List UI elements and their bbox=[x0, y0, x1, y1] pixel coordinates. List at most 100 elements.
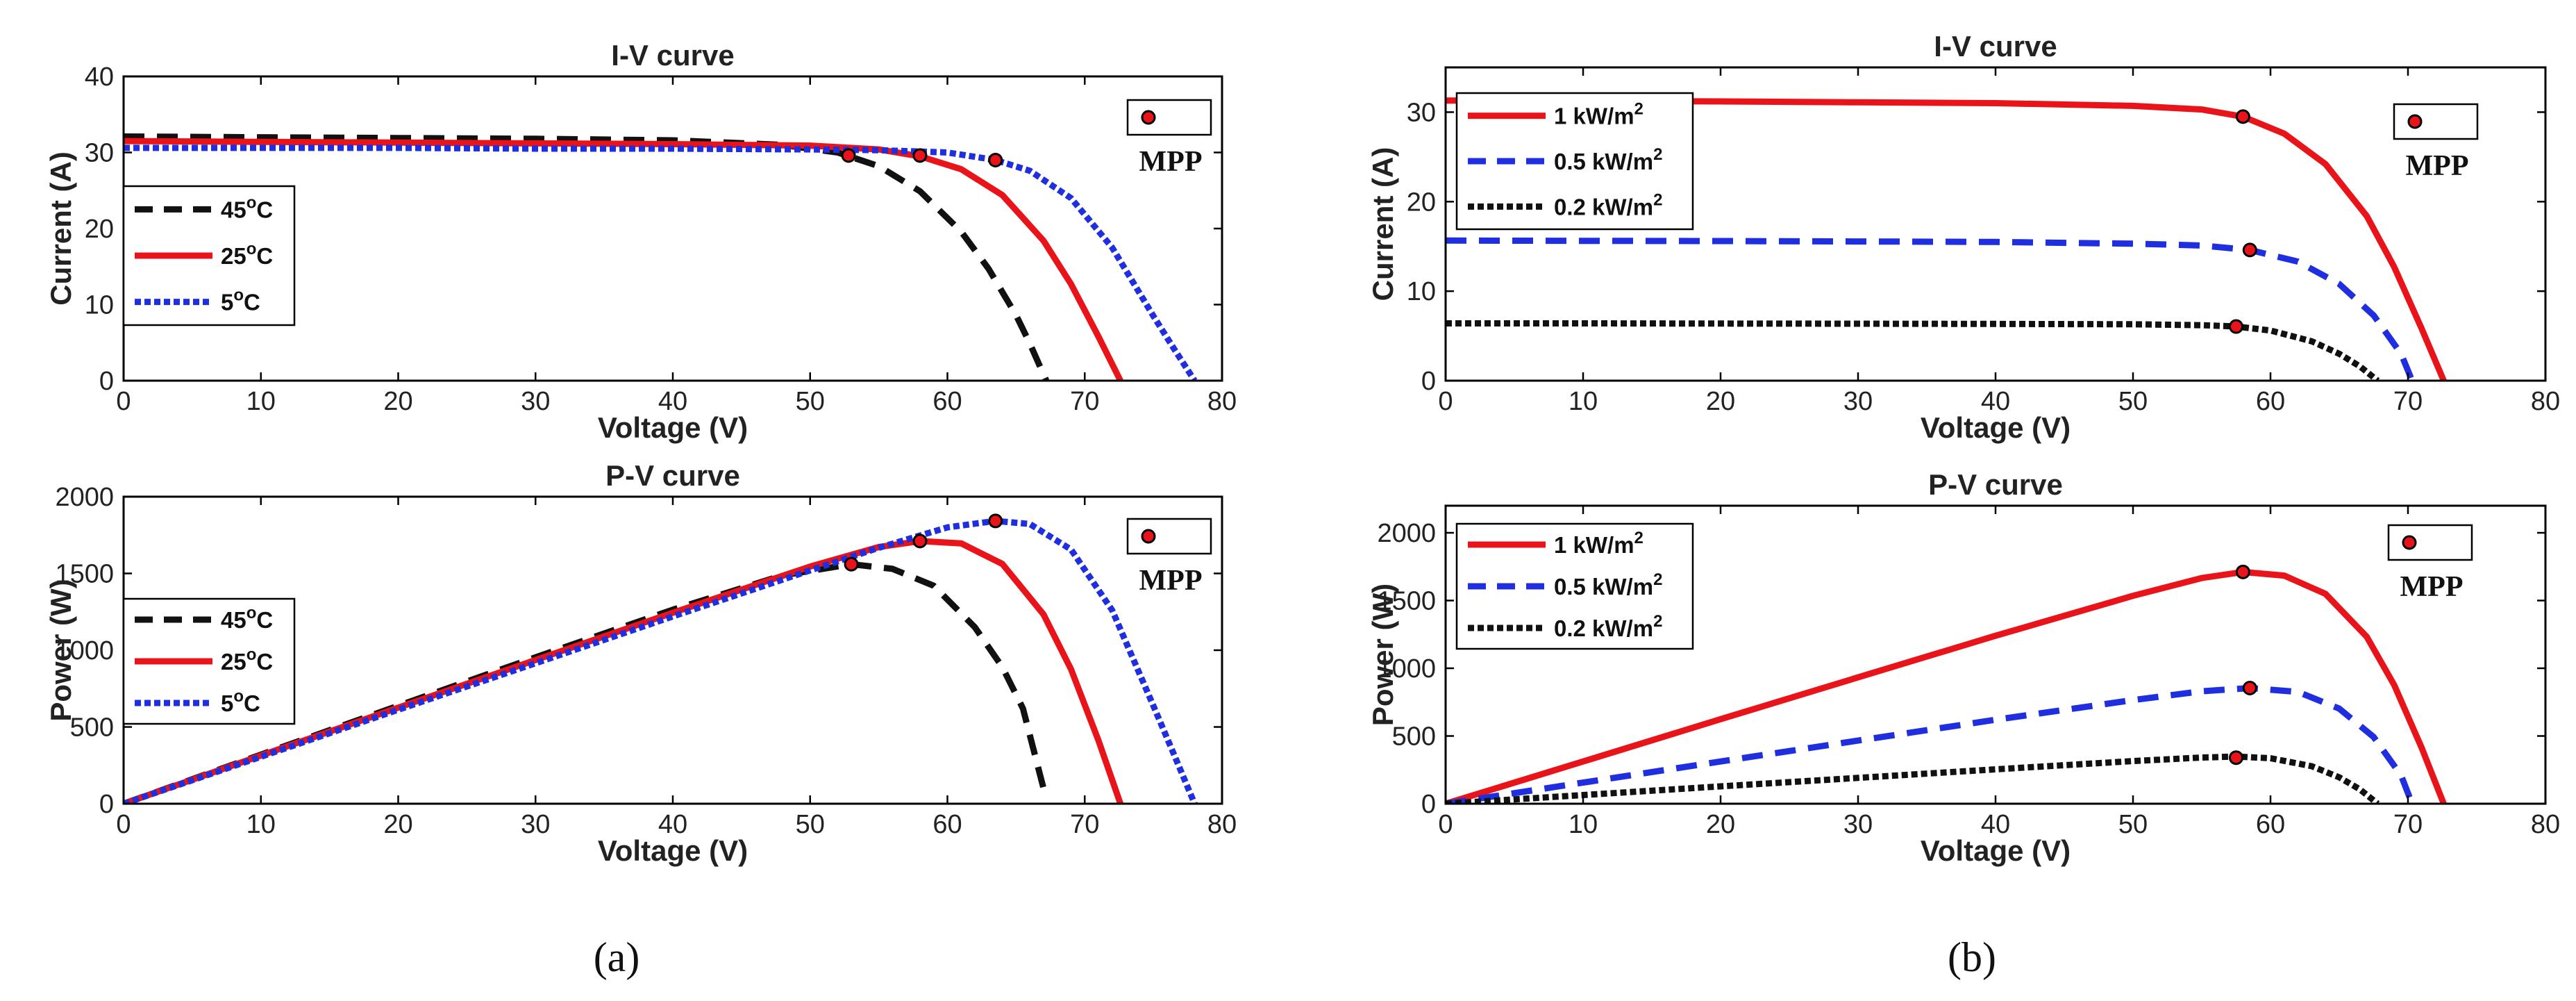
plot-area bbox=[124, 76, 1222, 381]
series-line-0 bbox=[1446, 568, 2447, 804]
legend-label-sup: o bbox=[246, 193, 257, 212]
x-tick-label: 60 bbox=[932, 387, 962, 416]
legend-label-sup: 2 bbox=[1634, 100, 1644, 119]
mpp-point-1 bbox=[912, 533, 928, 549]
chart-b-pv: 0 10 20 30 40 50 60 70 80 0 500 1000 1500 2000 P-V cur… bbox=[1366, 468, 2560, 867]
legend-label-base: 45 bbox=[221, 607, 246, 633]
legend-label-base: 0.5 kW/m bbox=[1554, 149, 1653, 174]
chart-a-iv: 0 10 20 30 40 50 60 70 80 0 10 20 30 40 I-V curve Volta… bbox=[44, 39, 1237, 444]
legend-label-sup: 2 bbox=[1634, 529, 1644, 547]
legend-label-2: 0.2 kW/m2 bbox=[1554, 190, 1662, 220]
series-group bbox=[1446, 97, 2447, 381]
legend-label-tail: C bbox=[244, 290, 260, 315]
x-tick-label: 0 bbox=[1438, 387, 1453, 416]
mpp-legend: MPP bbox=[1126, 518, 1212, 597]
x-axis-label: Voltage (V) bbox=[598, 834, 748, 867]
x-tick-label: 20 bbox=[1706, 810, 1735, 839]
legend-label-base: 1 kW/m bbox=[1554, 104, 1634, 129]
legend-label-sup: o bbox=[246, 645, 257, 664]
panel-label-b: (b) bbox=[1948, 934, 1996, 980]
axes-frame bbox=[1444, 504, 2547, 805]
series-line-2 bbox=[1446, 753, 2380, 804]
x-axis-label: Voltage (V) bbox=[1921, 411, 2071, 444]
legend-label-sup: o bbox=[233, 687, 244, 706]
x-tick-label: 10 bbox=[1569, 387, 1598, 416]
y-tick-label: 10 bbox=[1407, 277, 1436, 306]
mpp-legend-marker bbox=[1141, 110, 1156, 125]
x-tick-label: 50 bbox=[796, 810, 825, 839]
mpp-point-1 bbox=[2242, 680, 2257, 695]
y-tick-label: 2000 bbox=[55, 483, 114, 512]
series-group bbox=[124, 133, 1198, 381]
x-tick-label: 10 bbox=[246, 387, 276, 416]
x-tick-label: 40 bbox=[658, 810, 687, 839]
mpp-point-0 bbox=[2235, 564, 2250, 579]
legend-label-tail: C bbox=[256, 607, 273, 633]
legend-label-0: 45oC bbox=[221, 604, 273, 633]
legend-label-0: 1 kW/m2 bbox=[1554, 100, 1644, 129]
y-tick-label: 40 bbox=[85, 63, 114, 92]
legend-label-sup: 2 bbox=[1653, 612, 1662, 631]
mpp-point-2 bbox=[988, 513, 1003, 529]
legend-label-sup: o bbox=[246, 240, 257, 258]
x-tick-label: 30 bbox=[1843, 387, 1873, 416]
y-tick-label: 1500 bbox=[1377, 587, 1436, 616]
x-tick-label: 0 bbox=[116, 387, 131, 416]
x-tick-label: 40 bbox=[658, 387, 687, 416]
mpp-legend-box bbox=[1126, 99, 1212, 136]
legend-label-sup: 2 bbox=[1653, 190, 1662, 209]
x-tick-label: 30 bbox=[521, 810, 550, 839]
x-tick-label: 40 bbox=[1981, 387, 2010, 416]
mpp-legend-marker bbox=[2407, 114, 2423, 129]
x-tick-label: 60 bbox=[2256, 810, 2285, 839]
x-tick-label: 0 bbox=[116, 810, 131, 839]
mpp-point-2 bbox=[2229, 319, 2243, 334]
x-tick-label: 50 bbox=[796, 387, 825, 416]
mpp-legend-label: MPP bbox=[2406, 150, 2469, 182]
y-tick-label: 0 bbox=[99, 790, 114, 819]
chart-title: P-V curve bbox=[1928, 468, 2063, 501]
x-tick-label: 20 bbox=[1706, 387, 1735, 416]
legend-label-sup: 2 bbox=[1653, 570, 1662, 589]
chart-title: P-V curve bbox=[605, 459, 740, 492]
y-axis-label: Current (A) bbox=[1366, 147, 1399, 301]
x-tick-label: 80 bbox=[2531, 387, 2560, 416]
y-tick-label: 1000 bbox=[55, 636, 114, 665]
x-tick-label: 20 bbox=[383, 810, 412, 839]
chart-b-iv: 0 10 20 30 40 50 60 70 80 0 10 20 30 I-V curve Voltage… bbox=[1366, 30, 2560, 444]
legend-label-tail: C bbox=[256, 197, 273, 222]
legend-label-2: 5oC bbox=[221, 286, 260, 315]
legend-label-2: 5oC bbox=[221, 687, 260, 716]
x-tick-label: 60 bbox=[932, 810, 962, 839]
x-tick-label: 70 bbox=[1070, 810, 1099, 839]
mpp-point-0 bbox=[841, 148, 856, 163]
legend-label-1: 0.5 kW/m2 bbox=[1554, 570, 1662, 599]
chart-a-pv: 0 10 20 30 40 50 60 70 80 0 500 1000 1500 2000 P-V cur… bbox=[44, 459, 1237, 867]
legend-label-base: 0.2 kW/m bbox=[1554, 615, 1653, 641]
x-axis-label: Voltage (V) bbox=[598, 411, 748, 444]
legend-label-base: 1 kW/m bbox=[1554, 532, 1634, 558]
y-tick-label: 0 bbox=[1421, 790, 1436, 819]
mpp-point-2 bbox=[2229, 750, 2243, 766]
y-tick-label: 1000 bbox=[1377, 654, 1436, 684]
series-line-1 bbox=[1446, 685, 2416, 804]
mpp-legend: MPP bbox=[2393, 103, 2479, 182]
y-axis-label: Power (W) bbox=[44, 579, 77, 721]
y-tick-label: 0 bbox=[1421, 367, 1436, 396]
mpp-legend-label: MPP bbox=[1139, 146, 1203, 178]
mpp-legend-marker bbox=[1141, 529, 1156, 544]
y-tick-label: 1500 bbox=[55, 560, 114, 589]
x-tick-label: 10 bbox=[246, 810, 276, 839]
mpp-legend-box bbox=[2393, 103, 2479, 140]
y-tick-label: 20 bbox=[85, 215, 114, 244]
x-tick-label: 0 bbox=[1438, 810, 1453, 839]
chart-title: I-V curve bbox=[1934, 30, 2057, 63]
legend-label-tail: C bbox=[244, 690, 260, 716]
x-tick-label: 80 bbox=[1207, 810, 1237, 839]
mpp-point-0 bbox=[844, 556, 859, 572]
axes-frame bbox=[1444, 66, 2547, 382]
x-tick-label: 70 bbox=[2393, 387, 2423, 416]
y-tick-label: 0 bbox=[99, 367, 114, 396]
series-line-0 bbox=[124, 133, 1050, 381]
